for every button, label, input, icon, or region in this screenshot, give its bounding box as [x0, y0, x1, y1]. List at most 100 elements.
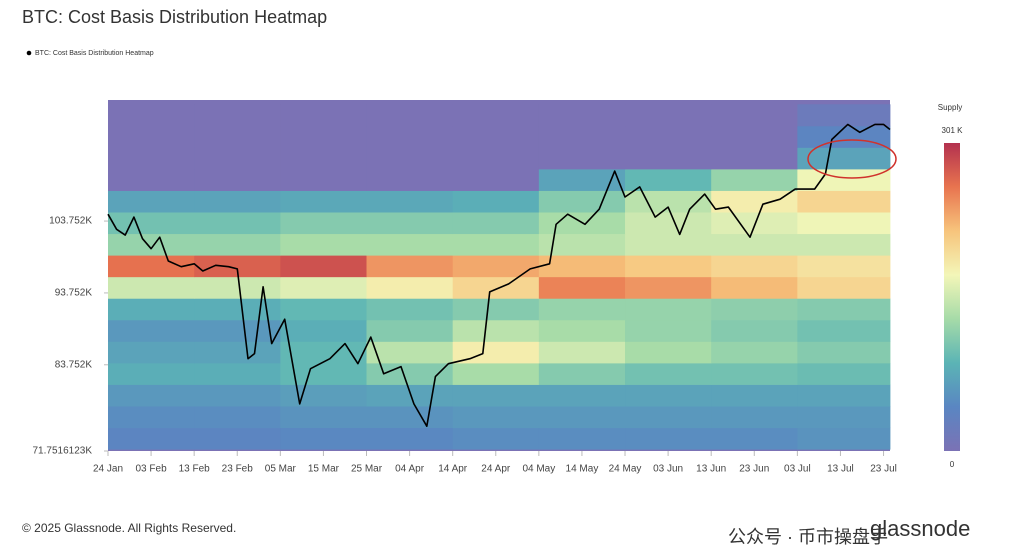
heatmap-cell	[108, 406, 195, 429]
heatmap-cell	[625, 104, 712, 127]
heatmap-cell	[538, 406, 626, 429]
heatmap-cell	[366, 319, 454, 342]
heatmap-cell	[538, 190, 626, 213]
heatmap-cell	[280, 406, 367, 429]
heatmap-cell	[538, 104, 626, 127]
heatmap-cell	[108, 255, 195, 278]
heatmap-cell	[366, 362, 454, 385]
x-tick-label: 23 Feb	[222, 464, 254, 475]
y-tick-label: 83.752K	[55, 359, 93, 370]
heatmap-cell	[452, 276, 540, 299]
heatmap-cell	[366, 212, 454, 235]
heatmap-cell	[108, 384, 195, 407]
x-tick-label: 04 Apr	[395, 464, 425, 475]
heatmap-cell	[366, 341, 454, 364]
heatmap-cell	[711, 125, 798, 148]
heatmap-cell	[625, 341, 712, 364]
heatmap-cell	[194, 212, 281, 235]
x-tick-label: 24 Apr	[481, 464, 511, 475]
heatmap-cell	[711, 362, 798, 385]
watermark: 公众号 · 币市操盘手	[728, 527, 888, 547]
heatmap-cell	[711, 190, 798, 213]
heatmap-cell	[625, 362, 712, 385]
heatmap-cell	[280, 362, 367, 385]
heatmap-cell	[452, 341, 540, 364]
heatmap-cell	[194, 147, 281, 170]
heatmap-cell	[711, 233, 798, 256]
heatmap-cell	[452, 406, 540, 429]
colorbar	[944, 143, 960, 451]
heatmap-cell	[280, 384, 367, 407]
heatmap-cell	[797, 406, 891, 429]
heatmap-cell	[194, 319, 281, 342]
heatmap-cell	[711, 406, 798, 429]
x-tick-label: 03 Feb	[136, 464, 168, 475]
heatmap-cell	[452, 104, 540, 127]
highlight-ellipse	[807, 139, 897, 179]
heatmap-cell	[538, 341, 626, 364]
heatmap-cell	[194, 427, 281, 450]
heatmap-cell	[538, 276, 626, 299]
heatmap-cell	[452, 362, 540, 385]
heatmap-cell	[280, 190, 367, 213]
heatmap-cell	[625, 212, 712, 235]
heatmap-cell	[538, 125, 626, 148]
heatmap-cell	[280, 104, 367, 127]
heatmap-cell	[797, 147, 891, 170]
heatmap-cell	[452, 147, 540, 170]
heatmap-cell	[711, 298, 798, 321]
heatmap-cell	[366, 168, 454, 191]
heatmap-cell	[108, 147, 195, 170]
heatmap-cell	[538, 233, 626, 256]
heatmap-cell	[797, 341, 891, 364]
heatmap-cell	[452, 384, 540, 407]
plot-area	[107, 100, 891, 451]
heatmap-cell	[538, 255, 626, 278]
x-tick-label: 03 Jun	[653, 464, 683, 475]
heatmap-cell	[366, 298, 454, 321]
heatmap-cell	[452, 168, 540, 191]
heatmap-cell	[711, 276, 798, 299]
heatmap-cell	[452, 255, 540, 278]
chart-title: BTC: Cost Basis Distribution Heatmap	[22, 7, 327, 27]
heatmap-cell	[711, 212, 798, 235]
heatmap-cell	[366, 276, 454, 299]
x-tick-label: 13 Jun	[696, 464, 726, 475]
heatmap-cell	[366, 427, 454, 450]
heatmap-cell	[452, 298, 540, 321]
x-tick-label: 14 Apr	[438, 464, 468, 475]
heatmap-cell	[108, 104, 195, 127]
heatmap-cell	[366, 233, 454, 256]
heatmap-cell	[452, 212, 540, 235]
heatmap-cell	[108, 125, 195, 148]
heatmap-cell	[280, 255, 367, 278]
heatmap-cell	[108, 233, 195, 256]
brand-watermark: glassnode	[870, 516, 970, 541]
heatmap-cell	[366, 406, 454, 429]
heatmap-cell	[280, 233, 367, 256]
heatmap-cell	[797, 212, 891, 235]
heatmap-cell	[625, 255, 712, 278]
heatmap-cell	[194, 384, 281, 407]
heatmap-cell	[280, 147, 367, 170]
heatmap-cell	[797, 319, 891, 342]
heatmap-cell	[625, 190, 712, 213]
x-tick-label: 04 May	[522, 464, 555, 475]
heatmap-cell	[108, 276, 195, 299]
heatmap-cell	[538, 168, 626, 191]
heatmap-cell	[538, 147, 626, 170]
x-tick-label: 24 Jan	[93, 464, 123, 475]
heatmap-cell	[108, 190, 195, 213]
x-tick-label: 25 Mar	[351, 464, 383, 475]
heatmap-cell	[452, 190, 540, 213]
heatmap-cell	[625, 298, 712, 321]
heatmap-cell	[797, 427, 891, 450]
heatmap-cell	[538, 384, 626, 407]
legend-label: BTC: Cost Basis Distribution Heatmap	[35, 50, 154, 57]
heatmap-cell	[280, 298, 367, 321]
heatmap-cell	[538, 427, 626, 450]
heatmap-cell	[797, 168, 891, 191]
x-tick-label: 13 Feb	[179, 464, 211, 475]
heatmap-cell	[194, 362, 281, 385]
heatmap-cell	[711, 341, 798, 364]
